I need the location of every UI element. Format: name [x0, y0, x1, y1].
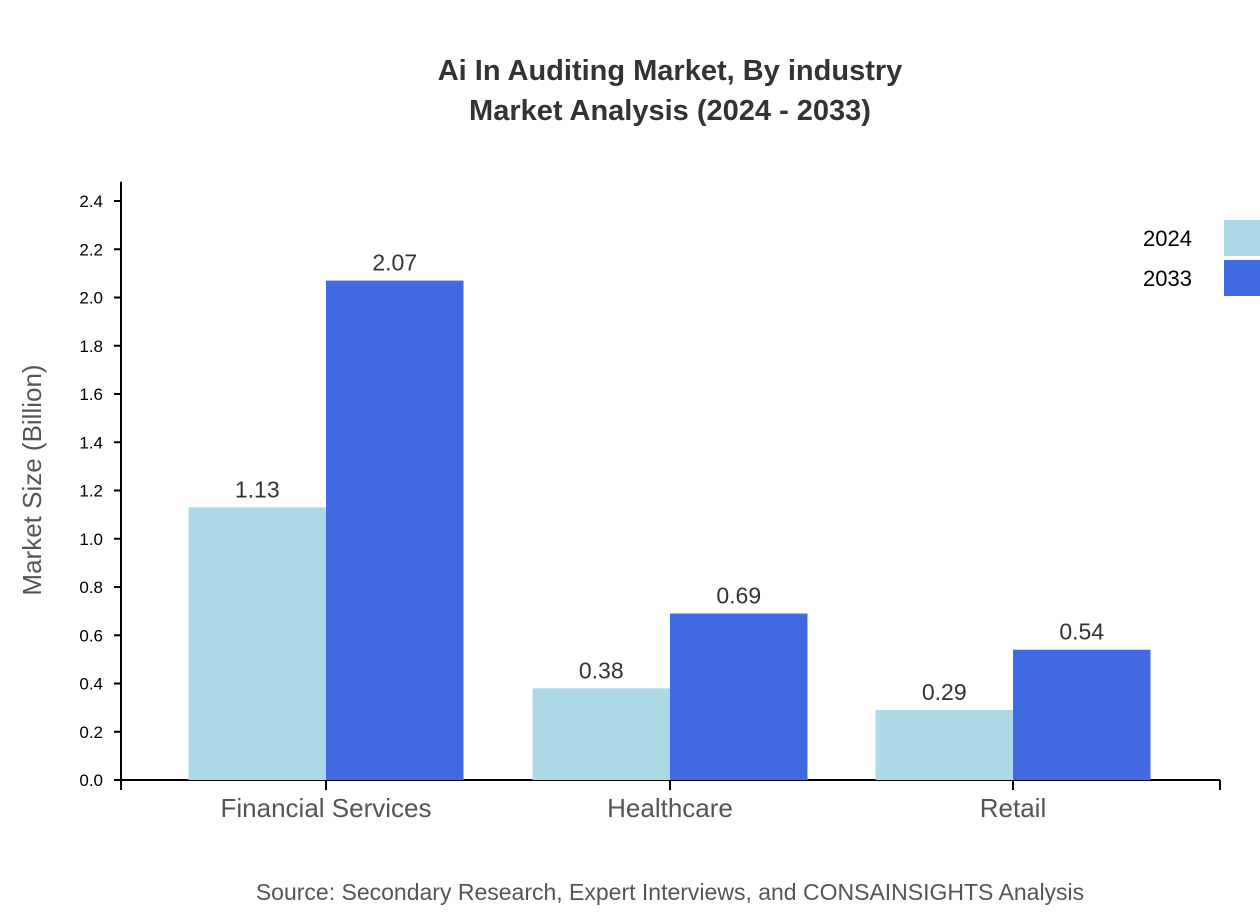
- y-tick-label: 2.2: [79, 240, 103, 259]
- y-tick-label: 0.2: [79, 723, 103, 742]
- y-tick-label: 1.8: [79, 337, 103, 356]
- chart-title: Ai In Auditing Market, By industry: [438, 55, 903, 87]
- data-label: 0.29: [922, 679, 967, 705]
- data-label: 0.54: [1059, 619, 1104, 645]
- data-label: 1.13: [235, 476, 280, 502]
- y-tick-label: 0.4: [79, 675, 103, 694]
- y-tick-label: 0.8: [79, 578, 103, 597]
- bar-2033: [1013, 649, 1151, 780]
- y-tick-label: 1.2: [79, 482, 103, 501]
- bar-2024: [532, 688, 670, 780]
- bars: 1.13 2.07 0.38 0.69 0.29 0.54: [188, 250, 1151, 780]
- legend: 2024 2033: [1143, 220, 1260, 296]
- source-note: Source: Secondary Research, Expert Inter…: [256, 879, 1084, 905]
- legend-label: 2024: [1143, 226, 1192, 251]
- y-axis: 0.0 0.2 0.4 0.6 0.8 1.0 1.2 1.4 1.6 1.8 2.0 2.2 2.4: [79, 181, 122, 790]
- data-label: 2.07: [372, 250, 417, 276]
- x-tick-label: Financial Services: [221, 793, 432, 823]
- y-axis-label: Market Size (Billion): [17, 364, 47, 595]
- bar-2033: [670, 613, 808, 780]
- y-tick-label: 2.4: [79, 192, 103, 211]
- data-label: 0.69: [716, 583, 761, 609]
- bar-2024: [875, 710, 1013, 780]
- y-tick-label: 2.0: [79, 289, 103, 308]
- y-tick-label: 0.6: [79, 626, 103, 645]
- y-tick-label: 1.0: [79, 530, 103, 549]
- y-tick-label: 1.6: [79, 385, 103, 404]
- x-tick-label: Healthcare: [607, 793, 733, 823]
- bar-2033: [326, 280, 464, 780]
- y-tick-label: 0.0: [79, 771, 103, 790]
- legend-label: 2033: [1143, 266, 1192, 291]
- x-axis: Financial Services Healthcare Retail: [120, 779, 1221, 823]
- legend-swatch-2024: [1224, 220, 1260, 256]
- data-label: 0.38: [579, 657, 624, 683]
- bar-2024: [188, 507, 326, 780]
- x-tick-label: Retail: [980, 793, 1046, 823]
- chart-subtitle: Market Analysis (2024 - 2033): [469, 95, 871, 127]
- y-tick-label: 1.4: [79, 433, 103, 452]
- legend-swatch-2033: [1224, 260, 1260, 296]
